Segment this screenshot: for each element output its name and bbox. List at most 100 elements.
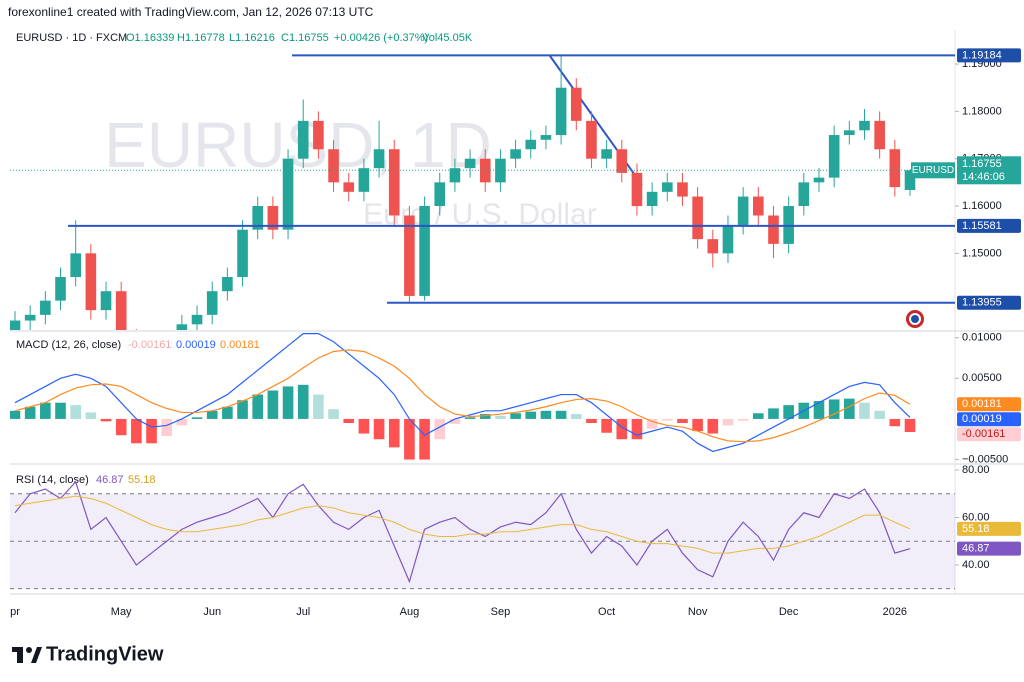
histogram-bar bbox=[737, 418, 749, 421]
indicator-line bbox=[14, 495, 911, 554]
x-tick-label: Jun bbox=[203, 606, 221, 618]
histogram-bar bbox=[601, 418, 612, 433]
histogram-bar bbox=[813, 401, 825, 419]
histogram-bar bbox=[70, 405, 81, 419]
histogram-bar bbox=[828, 399, 840, 419]
histogram-bar bbox=[328, 409, 339, 419]
legend-high: H1.16778 bbox=[177, 32, 225, 44]
candle-body bbox=[40, 300, 51, 315]
macd-signal-value: 0.00181 bbox=[220, 339, 260, 351]
y-tick-label: 1.18000 bbox=[962, 105, 1002, 117]
candle-body bbox=[85, 253, 97, 311]
candle-body bbox=[70, 253, 81, 278]
histogram-bar bbox=[586, 418, 597, 423]
candle-body bbox=[297, 120, 309, 159]
macd-line-value: 0.00019 bbox=[176, 339, 216, 351]
legend-title: EURUSD · 1D · FXCM bbox=[16, 32, 127, 44]
price-tag-box bbox=[957, 156, 1021, 185]
candle-body bbox=[813, 177, 825, 183]
y-tick-label: 60.00 bbox=[962, 511, 990, 523]
histogram-bar bbox=[176, 418, 188, 426]
y-tick-label: 1.15000 bbox=[962, 247, 1002, 259]
histogram-bar bbox=[844, 398, 855, 419]
x-tick-label: 2026 bbox=[883, 606, 907, 618]
histogram-bar bbox=[722, 418, 734, 426]
candle-body bbox=[692, 196, 703, 240]
rsi-value-label-box bbox=[957, 541, 1021, 556]
flag-icon bbox=[906, 310, 924, 328]
histogram-bar bbox=[540, 410, 552, 419]
candle-body bbox=[10, 320, 21, 330]
histogram-bar bbox=[161, 418, 173, 436]
candle-body bbox=[904, 170, 916, 190]
histogram-bar bbox=[419, 418, 430, 460]
y-tick-label: 1.16000 bbox=[962, 200, 1002, 212]
histogram-bar bbox=[510, 413, 521, 419]
level-label-box bbox=[957, 218, 1021, 233]
histogram-bar bbox=[874, 410, 885, 419]
candle-body bbox=[328, 149, 339, 183]
candle-body bbox=[707, 239, 719, 254]
histogram-bar bbox=[555, 410, 567, 419]
histogram-bar bbox=[449, 418, 461, 424]
candle-body bbox=[616, 149, 628, 173]
histogram-bar bbox=[768, 408, 779, 419]
macd-plot bbox=[10, 333, 916, 460]
histogram-bar bbox=[252, 394, 264, 419]
histogram-bar bbox=[677, 418, 688, 423]
indicator-line bbox=[14, 349, 911, 443]
legend-change: +0.00426 (+0.37%) bbox=[334, 32, 428, 44]
histogram-bar bbox=[373, 418, 385, 440]
candle-body bbox=[24, 314, 36, 321]
candle-body bbox=[343, 182, 355, 192]
candle-body bbox=[722, 224, 734, 254]
histogram-bar bbox=[752, 413, 764, 419]
rsi-legend: RSI (14, close) 46.87 55.18 bbox=[16, 474, 156, 486]
candle-body bbox=[828, 135, 840, 178]
histogram-bar bbox=[100, 418, 112, 422]
rsi-value-label: 55.18 bbox=[962, 523, 990, 535]
histogram-bar bbox=[206, 410, 218, 419]
histogram-bar bbox=[358, 418, 370, 434]
candle-body bbox=[859, 120, 870, 131]
candle-body bbox=[495, 158, 506, 183]
x-tick-label: May bbox=[111, 606, 132, 618]
y-tick-label: 0.00500 bbox=[962, 372, 1002, 384]
histogram-bar bbox=[388, 418, 400, 448]
level-label: 1.15581 bbox=[962, 220, 1002, 232]
candle-body bbox=[404, 215, 415, 296]
candle-body bbox=[844, 130, 855, 136]
price-tag: 1.16755 bbox=[962, 158, 1002, 170]
histogram-bar bbox=[115, 418, 127, 436]
rsi-value-label-box bbox=[957, 521, 1021, 536]
y-tick-label: 80.00 bbox=[962, 464, 990, 476]
candle-body bbox=[646, 191, 658, 207]
histogram-bar bbox=[904, 418, 916, 433]
candle-body bbox=[191, 314, 203, 325]
price-plot bbox=[10, 55, 916, 330]
candle-body bbox=[388, 149, 400, 216]
candle-body bbox=[798, 182, 810, 207]
rsi-title: RSI (14, close) bbox=[16, 474, 89, 486]
rsi-value: 46.87 bbox=[96, 474, 124, 486]
candle-body bbox=[267, 206, 279, 230]
x-tick-label: Dec bbox=[779, 606, 799, 618]
footer-brand: TradingView bbox=[46, 643, 164, 665]
symbol-tag-box bbox=[911, 162, 955, 179]
candle-body bbox=[540, 135, 552, 140]
level-label-box bbox=[957, 295, 1021, 310]
level-label-box bbox=[957, 48, 1021, 63]
candle-body bbox=[313, 120, 324, 150]
candle-body bbox=[510, 149, 521, 159]
candle-body bbox=[677, 182, 688, 197]
histogram-bar bbox=[646, 418, 658, 429]
indicator-line bbox=[14, 480, 911, 584]
x-tick-label: Jul bbox=[296, 606, 310, 618]
histogram-bar bbox=[10, 410, 21, 419]
histogram-bar bbox=[570, 414, 582, 419]
candle-body bbox=[479, 158, 491, 183]
macd-value-label: -0.00161 bbox=[962, 428, 1005, 440]
histogram-bar bbox=[267, 390, 279, 419]
histogram-bar bbox=[40, 402, 51, 419]
